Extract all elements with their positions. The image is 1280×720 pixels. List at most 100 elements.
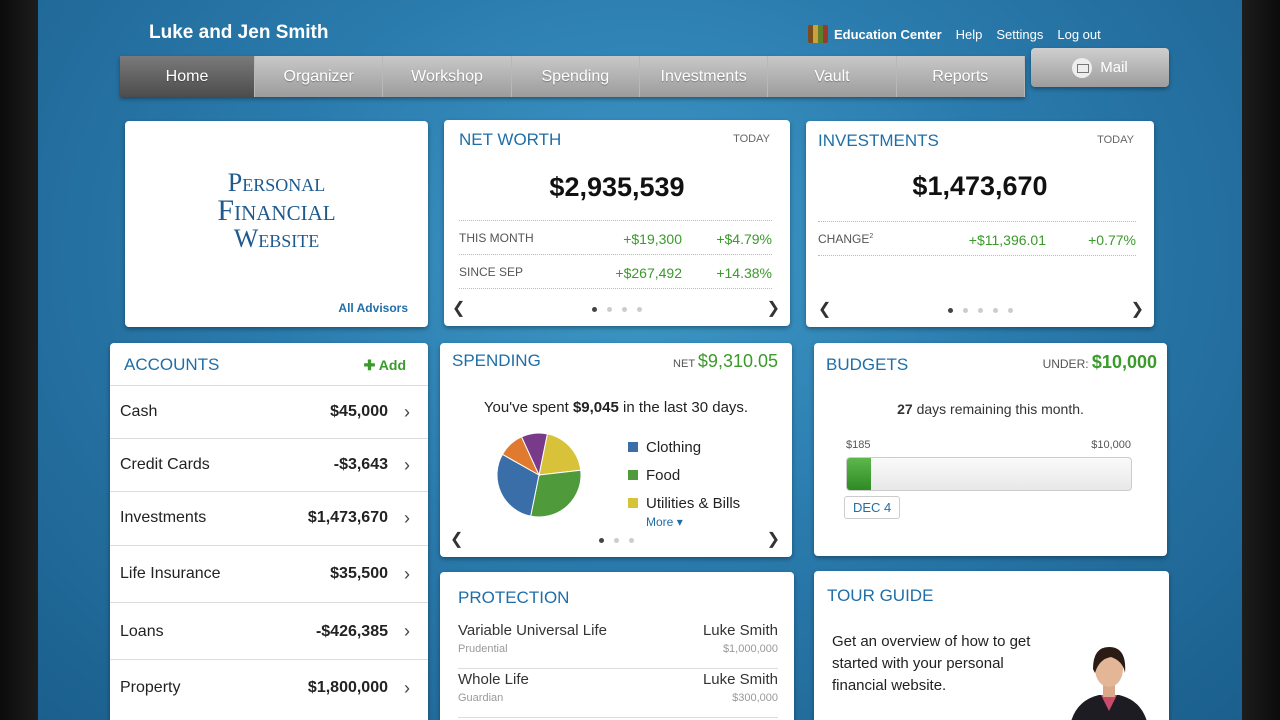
tour-guide-title: TOUR GUIDE — [827, 586, 934, 605]
policy-owner: Luke Smith — [702, 671, 778, 688]
prev-arrow-icon[interactable]: ❮ — [452, 300, 466, 317]
account-name: Loans — [120, 622, 164, 640]
protection-card: PROTECTION Variable Universal Life Pruden… — [440, 572, 794, 720]
tour-guide-person-image[interactable] — [1049, 639, 1169, 720]
net-worth-row: SINCE SEP +$267,492 +14.38% — [459, 265, 772, 281]
account-row-property[interactable]: Property $1,800,000 › — [110, 659, 428, 716]
net-label: NET — [673, 358, 695, 370]
days-number: 27 — [897, 401, 913, 417]
net-worth-card: NET WORTH TODAY $2,935,539 THIS MONTH +$… — [444, 120, 790, 326]
logout-link[interactable]: Log out — [1057, 26, 1101, 42]
budget-progress-fill — [847, 458, 872, 490]
row-amount: +$267,492 — [615, 265, 682, 281]
policy-amount: $1,000,000 — [722, 643, 778, 655]
row-percent: +14.38% — [716, 265, 772, 281]
tab-spending[interactable]: Spending — [512, 56, 640, 97]
row-label: SINCE SEP — [459, 265, 524, 279]
education-center-label: Education Center — [834, 26, 942, 42]
sentence-amount: $9,045 — [572, 399, 619, 416]
policy-row[interactable]: Whole Life Guardian Luke Smith $300,000 — [458, 671, 778, 718]
account-name: Investments — [120, 509, 207, 526]
policy-type: Whole Life — [458, 671, 529, 688]
account-amount: -$426,385 — [315, 622, 388, 640]
policy-owner: Luke Smith — [702, 622, 778, 639]
account-amount: $1,473,670 — [307, 509, 388, 526]
divider — [459, 288, 772, 289]
tab-workshop[interactable]: Workshop — [383, 56, 512, 97]
date-tag: DEC 4 — [844, 496, 901, 519]
budgets-title: BUDGETS — [826, 355, 909, 374]
sentence-post: in the last 30 days. — [623, 399, 749, 416]
next-arrow-icon[interactable]: ❯ — [1130, 301, 1144, 318]
account-row-loans[interactable]: Loans -$426,385 › — [110, 602, 428, 660]
accounts-card: ACCOUNTS ✚ Add Cash $45,000 › Credit Car… — [110, 343, 428, 720]
net-value: $9,310.05 — [697, 351, 778, 371]
tour-guide-card: TOUR GUIDE Get an overview of how to get… — [814, 571, 1169, 720]
budget-min: $185 — [846, 439, 871, 451]
tab-home[interactable]: Home — [120, 56, 255, 97]
tour-guide-text: Get an overview of how to get started wi… — [832, 633, 1031, 694]
accounts-title: ACCOUNTS — [124, 355, 220, 374]
account-name: Property — [120, 679, 181, 696]
budgets-under: UNDER: $10,000 — [1043, 352, 1157, 373]
budget-progress-bar — [846, 457, 1132, 491]
next-arrow-icon[interactable]: ❯ — [766, 300, 780, 317]
main-nav: Home Organizer Workshop Spending Investm… — [120, 56, 1025, 97]
policy-row[interactable]: Variable Universal Life Prudential Luke S… — [458, 622, 778, 669]
more-dropdown[interactable]: More ▾ — [646, 515, 683, 529]
carousel-dots — [806, 308, 1154, 313]
logo-card: Personal Financial Website All Advisors — [125, 121, 428, 327]
tab-investments[interactable]: Investments — [640, 56, 769, 97]
pie-slice — [520, 432, 548, 477]
change-percent: +0.77% — [1088, 232, 1136, 248]
carousel-dots — [440, 538, 792, 543]
spending-sentence: You've spent $9,045 in the last 30 days. — [440, 399, 792, 416]
change-label: CHANGE2 — [818, 232, 874, 246]
chevron-right-icon: › — [404, 507, 410, 528]
account-row-life-insurance[interactable]: Life Insurance $35,500 › — [110, 545, 428, 602]
net-worth-value: $2,935,539 — [549, 172, 685, 202]
under-label: UNDER: — [1042, 357, 1089, 371]
account-row-investments[interactable]: Investments $1,473,670 › — [110, 491, 428, 544]
investments-title: INVESTMENTS — [818, 131, 939, 150]
spending-pie-chart — [496, 432, 582, 518]
next-arrow-icon[interactable]: ❯ — [766, 531, 780, 548]
account-amount: $45,000 — [330, 403, 388, 420]
tab-vault[interactable]: Vault — [768, 56, 897, 97]
pie-slice — [530, 469, 582, 518]
policy-amount: $300,000 — [732, 692, 778, 704]
top-links: Education Center Help Settings Log out — [808, 25, 1101, 43]
user-name: Luke and Jen Smith — [149, 22, 329, 43]
row-label: THIS MONTH — [459, 231, 534, 245]
tab-organizer[interactable]: Organizer — [255, 56, 384, 97]
help-link[interactable]: Help — [955, 26, 983, 42]
add-account-button[interactable]: ✚ Add — [363, 357, 406, 373]
net-worth-period: TODAY — [733, 133, 770, 145]
investments-card: INVESTMENTS TODAY $1,473,670 CHANGE2 +$1… — [806, 121, 1154, 327]
policy-company: Prudential — [458, 643, 508, 655]
investments-change-row: CHANGE2 +$11,396.01 +0.77% — [818, 232, 1136, 248]
days-text: days remaining this month. — [916, 401, 1084, 417]
account-row-credit-cards[interactable]: Credit Cards -$3,643 › — [110, 438, 428, 491]
settings-link[interactable]: Settings — [996, 26, 1044, 42]
divider — [818, 255, 1136, 256]
mail-button[interactable]: Mail — [1031, 48, 1169, 87]
legend-item-utilities: Utilities & Bills — [628, 489, 740, 517]
prev-arrow-icon[interactable]: ❮ — [450, 531, 464, 548]
spending-title: SPENDING — [452, 351, 541, 370]
account-row-cash[interactable]: Cash $45,000 › — [110, 385, 428, 438]
education-center-link[interactable]: Education Center — [808, 25, 942, 43]
investments-period: TODAY — [1097, 134, 1134, 146]
add-label: Add — [378, 357, 406, 373]
budgets-card: BUDGETS UNDER: $10,000 27 days remaining… — [814, 343, 1167, 556]
tab-reports[interactable]: Reports — [897, 56, 1025, 97]
policy-company: Guardian — [458, 692, 504, 704]
all-advisors-link[interactable]: All Advisors — [338, 301, 408, 315]
screen-bezel-left — [0, 0, 38, 720]
screen-bezel-right — [1242, 0, 1280, 720]
prev-arrow-icon[interactable]: ❮ — [818, 301, 832, 318]
chevron-right-icon: › — [404, 454, 410, 475]
investments-value: $1,473,670 — [912, 171, 1048, 201]
divider — [459, 220, 772, 221]
account-name: Credit Cards — [120, 456, 210, 473]
